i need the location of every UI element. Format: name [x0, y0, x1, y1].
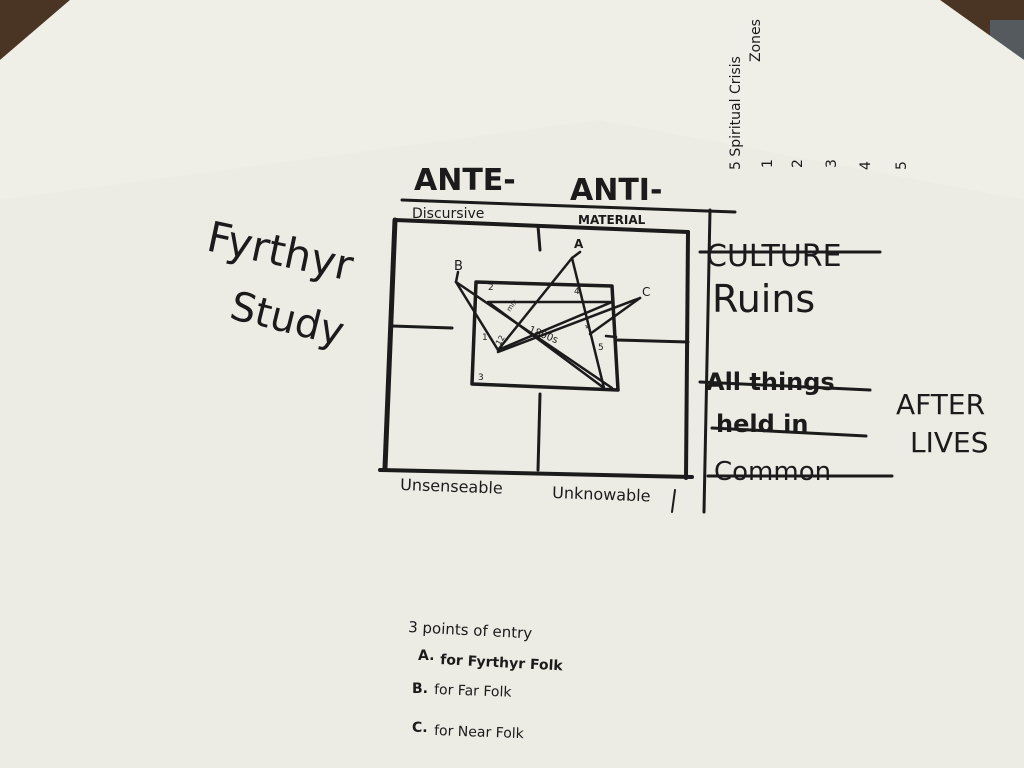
- right-divider: [702, 208, 712, 514]
- after-lives-line-2: LIVES: [910, 426, 988, 459]
- after-lives-line-1: AFTER: [896, 388, 985, 421]
- struck-line-3: Common: [714, 457, 831, 487]
- point-label-c: C: [642, 285, 650, 299]
- zone-number-4: 4: [858, 161, 874, 170]
- corner-number-4: 4: [574, 287, 580, 297]
- zone-number-2: 2: [790, 159, 806, 168]
- entry-text-c: for Near Folk: [434, 723, 525, 742]
- zone-number-3: 3: [824, 159, 840, 168]
- corner-number-3: 3: [478, 373, 484, 383]
- corner-number-1: 1: [482, 333, 488, 343]
- star-shape: [486, 256, 614, 390]
- struck-line-2: held in: [716, 410, 808, 438]
- entry-line-c: [496, 296, 642, 354]
- entry-text-b: for Far Folk: [434, 682, 513, 701]
- right-column: CULTURE Ruins All things held in Common …: [698, 239, 988, 487]
- strike-line-2: [710, 426, 868, 438]
- paper-highlight: [0, 0, 1024, 200]
- label-unsenseable: Unsenseable: [400, 475, 503, 498]
- corner-number-2: 2: [488, 283, 494, 293]
- label-ruins: Ruins: [712, 277, 815, 321]
- label-anti: ANTI-: [570, 173, 662, 208]
- struck-culture: CULTURE: [706, 239, 842, 274]
- entry-line-a: [570, 250, 582, 260]
- entry-marker-c: C.: [412, 720, 428, 736]
- entry-line-b: [454, 280, 614, 390]
- corner-number-5: 5: [598, 343, 604, 353]
- crisis-zones: 5 Spiritual Crisis Zones 1 2 3 4 5: [728, 19, 910, 170]
- point-label-a: A: [574, 237, 584, 251]
- small-mark-2: 4: [582, 322, 591, 331]
- top-rule: [400, 198, 737, 214]
- outer-box: [378, 217, 694, 480]
- zone-number-1: 1: [760, 159, 776, 168]
- point-label-b: B: [454, 259, 463, 274]
- strike-line-1: [698, 380, 872, 392]
- zone-number-5: 5: [894, 161, 910, 170]
- inner-rectangle: [470, 280, 620, 392]
- label-discursive: Discursive: [412, 206, 484, 222]
- entry-marker-a: A.: [418, 648, 434, 664]
- label-ante: ANTE-: [414, 163, 516, 198]
- zones-heading-1: 5 Spiritual Crisis: [728, 56, 744, 170]
- zones-heading-2: Zones: [748, 19, 764, 62]
- label-material: MATERIAL: [578, 213, 646, 227]
- entry-marker-b: B.: [412, 681, 428, 697]
- side-label-left: 12: [494, 334, 507, 347]
- label-unknowable: Unknowable: [552, 483, 651, 505]
- entry-text-a: for Fyrthyr Folk: [440, 652, 564, 674]
